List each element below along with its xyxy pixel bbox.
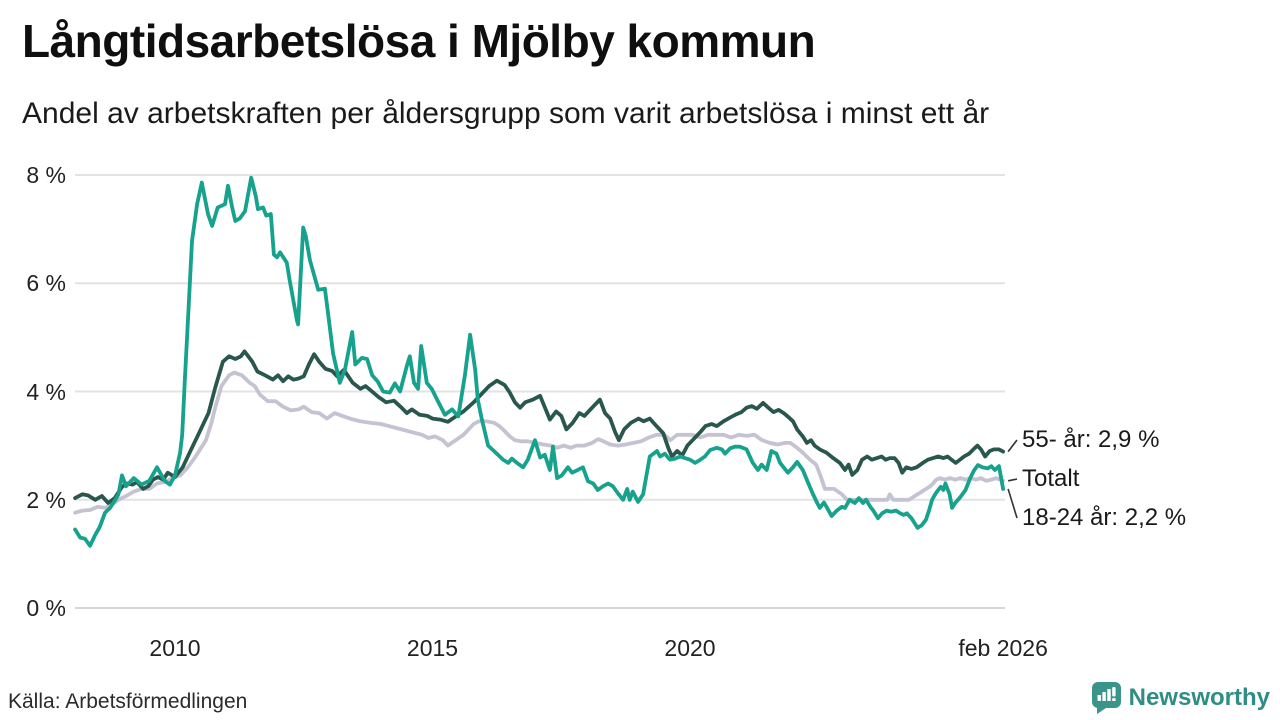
series-line-55- år — [73, 349, 1005, 505]
x-tick-label: feb 2026 — [958, 635, 1048, 661]
label-leader-line — [1007, 439, 1018, 453]
x-tick-label: 2010 — [149, 635, 201, 661]
y-tick-label: 4 % — [26, 378, 66, 405]
x-tick-label: 2020 — [664, 635, 716, 661]
series-end-label-18-24 år: 18-24 år: 2,2 % — [1022, 504, 1187, 531]
series-line-18-24 år — [73, 175, 1005, 548]
chart-subtitle: Andel av arbetskraften per åldersgrupp s… — [22, 97, 990, 130]
label-leader-line — [1007, 488, 1018, 519]
y-tick-label: 8 % — [26, 162, 66, 188]
x-tick-label: 2015 — [406, 635, 459, 661]
newsworthy-logo: Newsworthy — [1090, 681, 1270, 714]
y-tick-label: 0 % — [26, 595, 66, 621]
label-leader-line — [1007, 478, 1018, 482]
series-end-label-55- år: 55- år: 2,9 % — [1022, 426, 1160, 453]
newsworthy-logo-text: Newsworthy — [1128, 683, 1270, 711]
series-end-label-Totalt: Totalt — [1022, 465, 1080, 492]
source-note: Källa: Arbetsförmedlingen — [8, 690, 248, 713]
y-tick-label: 6 % — [26, 270, 66, 297]
chart-title: Långtidsarbetslösa i Mjölby kommun — [22, 15, 816, 67]
newsworthy-logo-icon — [1091, 682, 1121, 714]
series-line-Totalt — [73, 370, 1005, 515]
y-tick-label: 2 % — [26, 486, 66, 513]
